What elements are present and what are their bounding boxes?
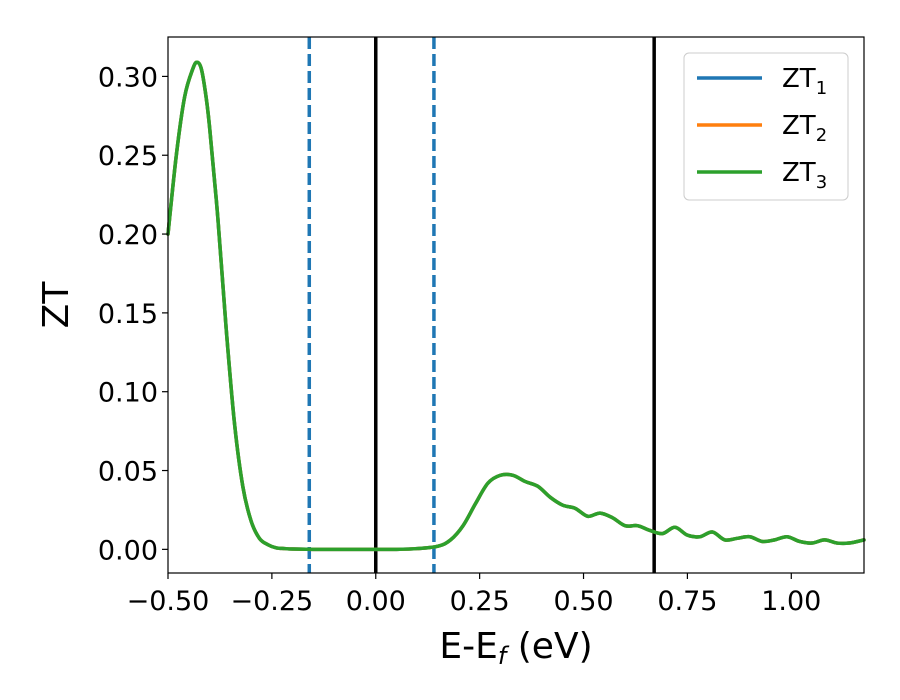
legend: ZT1 ZT2 ZT3 [683,52,849,201]
y-tick-label: 0.15 [98,299,158,330]
series-lines [166,60,866,552]
y-tick-label: 0.10 [98,378,158,409]
y-tick-label: 0.25 [98,141,158,172]
x-tick-label: −0.25 [231,586,314,617]
y-tick-label: 0.00 [98,535,158,566]
x-axis-label-main: E-E [439,626,497,667]
x-tick-label: 0.00 [346,586,406,617]
x-tick-label: 0.25 [450,586,510,617]
reference-lines [307,37,656,573]
x-tick-label: 0.50 [553,586,613,617]
legend-items: ZT1 ZT2 ZT3 [697,64,827,193]
y-tick-label: 0.30 [98,62,158,93]
y-axis-label: ZT [36,281,77,329]
x-tick-label: 1.00 [761,586,821,617]
x-axis-ticks: −0.50 −0.25 0.00 0.25 0.50 0.75 1.00 [127,573,821,617]
x-tick-label: 0.75 [657,586,717,617]
plot-frame [167,36,865,574]
y-axis-ticks: 0.00 0.05 0.10 0.15 0.20 0.25 0.30 [98,62,168,566]
legend-label-1: ZT1 [782,64,827,99]
x-tick-label: −0.50 [127,586,210,617]
y-tick-label: 0.20 [98,220,158,251]
legend-box [683,52,849,201]
x-axis-label-suffix: (eV) [506,626,592,667]
x-axis-label: E-Ef (eV) [439,626,592,670]
legend-label-3: ZT3 [782,158,827,193]
series-line-zt3 [166,60,866,552]
legend-label-2: ZT2 [782,111,827,146]
y-tick-label: 0.05 [98,457,158,488]
